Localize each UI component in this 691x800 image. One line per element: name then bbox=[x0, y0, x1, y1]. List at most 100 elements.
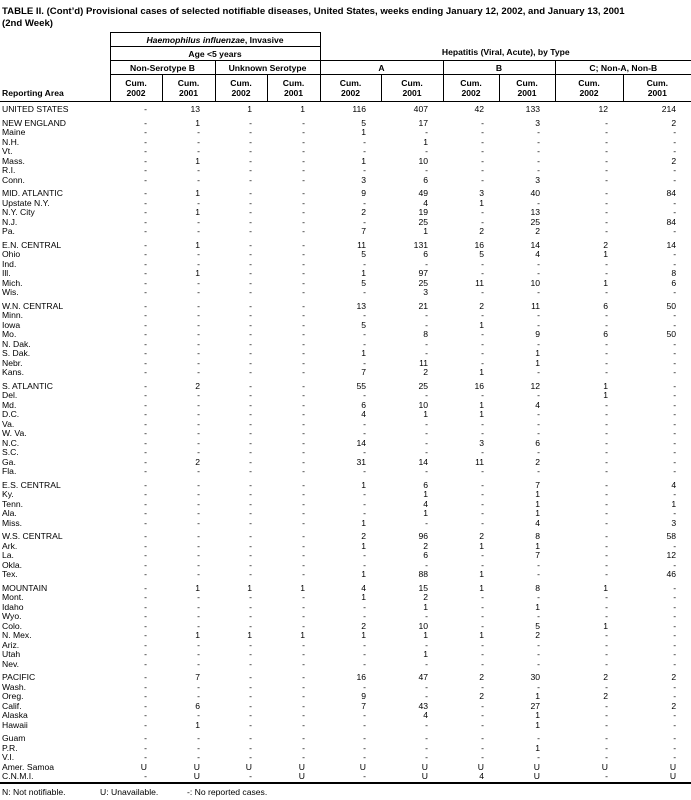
value-cell: 1 bbox=[535, 490, 541, 499]
value-cell: - bbox=[481, 720, 485, 730]
value-cell: - bbox=[425, 311, 429, 320]
value-cell: - bbox=[673, 438, 677, 448]
value-cell: 407 bbox=[413, 104, 429, 114]
reporting-area-cell: V.I. bbox=[2, 753, 15, 762]
value-cell: 4 bbox=[535, 400, 541, 410]
value-cell: 2 bbox=[535, 457, 541, 467]
value-cell: 1 bbox=[361, 156, 367, 166]
table-row: V.I. - - - - - - - - - - bbox=[0, 753, 691, 763]
value-cell: 1 bbox=[479, 570, 485, 579]
value-cell: - bbox=[363, 448, 367, 457]
value-cell: - bbox=[481, 269, 485, 278]
value-cell: - bbox=[425, 692, 429, 701]
value-cell: - bbox=[249, 692, 252, 701]
value-cell: - bbox=[249, 621, 252, 631]
value-cell: - bbox=[249, 118, 252, 128]
value-cell: - bbox=[605, 743, 609, 753]
value-cell: - bbox=[249, 198, 252, 208]
value-cell: - bbox=[605, 711, 609, 720]
value-cell: - bbox=[144, 198, 147, 208]
value-cell: - bbox=[363, 682, 367, 692]
value-cell: - bbox=[537, 612, 541, 621]
value-cell: - bbox=[481, 551, 485, 560]
value-cell: - bbox=[605, 467, 609, 476]
value-cell: 1 bbox=[423, 410, 429, 419]
value-cell: - bbox=[605, 480, 609, 490]
table-row: Kans. - - - - 7 2 1 - - - bbox=[0, 368, 691, 378]
value-cell: - bbox=[144, 301, 147, 311]
value-cell: - bbox=[425, 467, 429, 476]
value-cell: - bbox=[144, 240, 147, 250]
reporting-area-cell: Colo. bbox=[2, 621, 23, 631]
value-cell: - bbox=[249, 711, 252, 720]
value-cell: - bbox=[425, 682, 429, 692]
value-cell: 19 bbox=[418, 208, 429, 217]
value-cell: - bbox=[302, 189, 306, 198]
value-cell: 2 bbox=[479, 301, 485, 311]
non-serotype-b-header: Non-Serotype B bbox=[109, 60, 215, 75]
value-cell: 1 bbox=[195, 208, 200, 217]
value-cell: 4 bbox=[423, 711, 429, 720]
value-cell: - bbox=[197, 410, 200, 419]
value-cell: - bbox=[481, 499, 485, 509]
value-cell: - bbox=[673, 137, 677, 147]
value-cell: - bbox=[605, 198, 609, 208]
value-cell: - bbox=[605, 659, 609, 669]
value-cell: - bbox=[302, 175, 306, 185]
value-cell: 1 bbox=[247, 583, 252, 593]
value-cell: 4 bbox=[671, 480, 677, 490]
value-cell: - bbox=[673, 682, 677, 692]
value-cell: - bbox=[249, 410, 252, 419]
value-cell: - bbox=[144, 560, 147, 570]
table-title: TABLE II. (Cont’d) Provisional cases of … bbox=[0, 0, 691, 29]
value-cell: 14 bbox=[530, 240, 541, 250]
value-cell: 25 bbox=[418, 381, 429, 391]
value-cell: - bbox=[537, 419, 541, 429]
table-row: Tex. - - - - 1 88 1 - - 46 bbox=[0, 570, 691, 580]
footnote-no-reported-cases: -: No reported cases. bbox=[187, 786, 268, 797]
value-cell: - bbox=[249, 612, 252, 621]
value-cell: - bbox=[249, 438, 252, 448]
value-cell: 50 bbox=[666, 330, 677, 339]
value-cell: 8 bbox=[671, 269, 677, 278]
table-row: Del. - - - - - - - - 1 - bbox=[0, 391, 691, 401]
reporting-area-cell: NEW ENGLAND bbox=[2, 118, 66, 128]
value-cell: - bbox=[605, 650, 609, 659]
reporting-area-cell: Wash. bbox=[2, 682, 27, 692]
reporting-area-cell: Conn. bbox=[2, 175, 25, 185]
value-cell: - bbox=[673, 208, 677, 217]
value-cell: 1 bbox=[479, 541, 485, 551]
reporting-area-cell: MID. ATLANTIC bbox=[2, 189, 63, 198]
value-cell: - bbox=[144, 480, 147, 490]
value-cell: - bbox=[605, 631, 609, 640]
value-cell: 7 bbox=[535, 551, 541, 560]
value-cell: 1 bbox=[423, 631, 429, 640]
value-cell: - bbox=[249, 288, 252, 297]
value-cell: - bbox=[537, 288, 541, 297]
value-cell: - bbox=[363, 490, 367, 499]
reporting-area-cell: Va. bbox=[2, 419, 15, 429]
value-cell: - bbox=[249, 551, 252, 560]
value-cell: - bbox=[249, 772, 252, 781]
value-cell: - bbox=[673, 560, 677, 570]
value-cell: 10 bbox=[418, 156, 429, 166]
value-cell: - bbox=[249, 358, 252, 368]
value-cell: 40 bbox=[530, 189, 541, 198]
value-cell: - bbox=[144, 288, 147, 297]
value-cell: - bbox=[425, 612, 429, 621]
value-cell: - bbox=[673, 410, 677, 419]
value-cell: - bbox=[537, 198, 541, 208]
value-cell: - bbox=[673, 448, 677, 457]
haemophilus-species-label: Haemophilus influenzae bbox=[146, 34, 245, 45]
value-cell: - bbox=[605, 518, 609, 528]
value-cell: 7 bbox=[361, 227, 367, 236]
value-cell: - bbox=[605, 448, 609, 457]
value-cell: - bbox=[144, 518, 147, 528]
value-cell: - bbox=[481, 659, 485, 669]
value-cell: - bbox=[302, 438, 306, 448]
table-row: Mo. - - - - - 8 - 9 6 50 bbox=[0, 330, 691, 340]
value-cell: - bbox=[605, 358, 609, 368]
value-cell: - bbox=[673, 288, 677, 297]
value-cell: - bbox=[363, 499, 367, 509]
